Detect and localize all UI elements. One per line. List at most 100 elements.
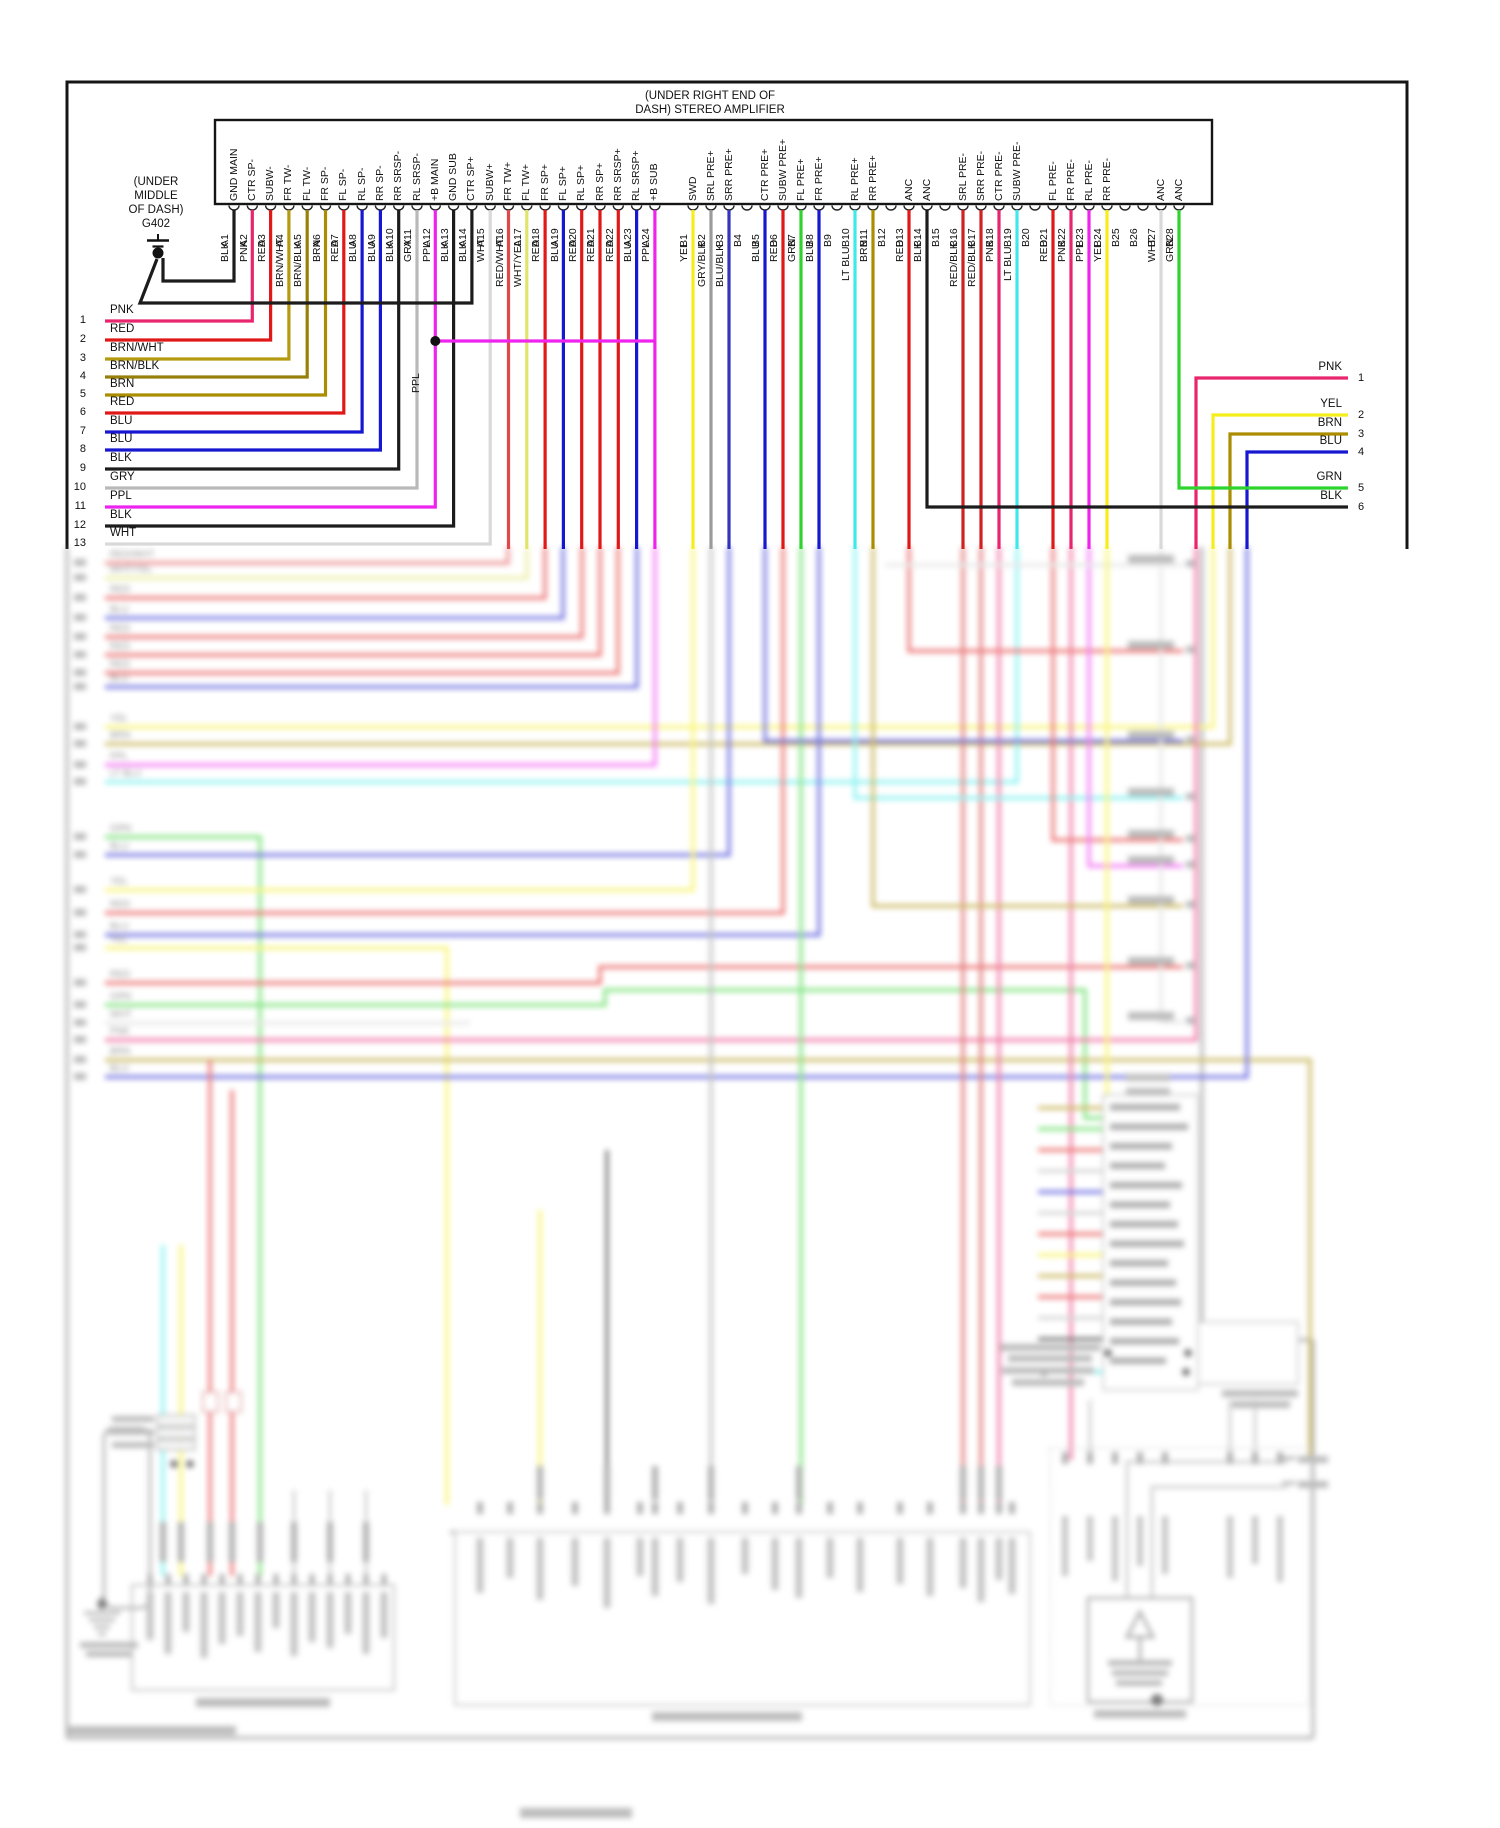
pin-arc [1011, 205, 1023, 211]
left-row-color-label: BLU [110, 433, 133, 445]
blur-wire [1087, 547, 1183, 868]
blur-pin-tick [273, 1574, 279, 1586]
left-row-wire [105, 210, 309, 379]
left-row-number: 11 [74, 500, 86, 512]
pin-arc [741, 205, 753, 211]
blur-pin-tag [1277, 1516, 1283, 1582]
pin-arc [466, 205, 478, 211]
blur-component-box [156, 1414, 196, 1427]
amplifier-title-line2: DASH) STEREO AMPLIFIER [635, 104, 785, 116]
left-row-color-label: PNK [110, 304, 134, 316]
blur-stub-label [1128, 555, 1174, 563]
blur-row-wire [105, 547, 584, 639]
blur-row-number-blob [74, 740, 86, 747]
pin-arc [393, 205, 405, 211]
left-row-color-label: GRY [110, 471, 135, 483]
blur-row-label: BLU [110, 1063, 129, 1074]
g402-wire-a1 [161, 210, 236, 283]
right-row-color-label: BLU [1319, 435, 1342, 447]
blur-row-number-blob [74, 886, 86, 893]
blur-row-wire [105, 965, 1183, 985]
blur-pin-col-label [960, 1466, 966, 1500]
blur-pin-tick [477, 1502, 483, 1514]
blur-stub-label [1128, 856, 1174, 864]
blur-pin-tick [537, 1502, 543, 1514]
left-row-number: 8 [79, 443, 86, 455]
left-row-color-label: RED [110, 323, 135, 335]
blur-row-wire [105, 547, 1249, 1079]
blur-text-blob [80, 1642, 138, 1648]
blur-pin-tag [200, 1592, 208, 1658]
blur-row-wire [105, 547, 1215, 729]
g402-label-line1: (UNDER [133, 176, 179, 188]
pin-arc [264, 205, 277, 211]
blur-pin-tick [165, 1574, 171, 1586]
blur-pin-col-label [363, 1522, 369, 1562]
pin-arc [374, 205, 387, 211]
blur-text-blob [1002, 1367, 1094, 1374]
left-row-wire [105, 210, 346, 415]
blur-pin-col-label [796, 1466, 802, 1500]
pin-arc [813, 205, 825, 211]
blur-row-wire [105, 547, 1232, 746]
left-row-number: 9 [79, 462, 86, 474]
pin-arc [1119, 205, 1131, 211]
blur-row-wire [105, 547, 657, 767]
right-row-number: 4 [1358, 446, 1365, 458]
blur-row-number-blob [74, 1056, 86, 1063]
pin-arc [705, 205, 717, 211]
blur-stub-number [1186, 793, 1195, 800]
blur-row-number-blob [74, 633, 86, 640]
blur-pin-tag [272, 1592, 280, 1628]
blur-pin-tick [978, 1502, 984, 1514]
blur-pin-tag [896, 1538, 904, 1584]
blur-row-label: RED/WHT [110, 549, 155, 560]
blur-row-label: GRN [110, 991, 131, 1002]
right-row-color-label: GRN [1316, 471, 1342, 483]
blur-pin-tag [146, 1592, 154, 1640]
pin-arc [921, 205, 933, 211]
blur-stub-number [1186, 560, 1195, 567]
blur-pin-tick [996, 1502, 1002, 1514]
blur-row-number-blob [74, 979, 86, 986]
blur-text-blob [520, 1808, 632, 1818]
blur-row-wire [105, 547, 510, 565]
blur-row-label: YEL [110, 934, 128, 945]
blur-text-blob [1094, 1710, 1186, 1718]
pin-arc [1047, 205, 1059, 211]
blur-text-blob [1112, 1670, 1168, 1676]
blur-pin-tag [536, 1538, 544, 1600]
right-row-number: 2 [1358, 409, 1365, 421]
blur-pin-tag [362, 1592, 370, 1654]
blur-dot [1151, 1694, 1163, 1706]
blur-stub-number [1186, 901, 1195, 908]
blur-wire [763, 547, 1183, 743]
blur-listbox-row [1110, 1201, 1170, 1208]
left-row-wire [105, 210, 401, 471]
blur-pin-tag [1137, 1516, 1143, 1566]
blur-pin-tick [604, 1502, 610, 1514]
blur-row-number-blob [74, 1001, 86, 1008]
blur-text-blob [108, 1429, 154, 1435]
pin-arc [411, 205, 423, 211]
blur-text-blob [1116, 1680, 1162, 1686]
blur-row-number-blob [74, 944, 86, 951]
pin-arc [539, 205, 551, 211]
blur-pin-tag [856, 1538, 864, 1592]
blur-pin-tick [857, 1502, 863, 1514]
blur-pin-tick [708, 1502, 714, 1514]
blur-pin-tick [1009, 1502, 1015, 1514]
blur-text-blob [86, 1651, 132, 1657]
blur-text-blob [1108, 1660, 1172, 1666]
blur-component-box [102, 1426, 152, 1610]
blur-text-blob [68, 1726, 236, 1735]
blur-pin-tag [182, 1592, 190, 1632]
g402-label-line3: OF DASH) [128, 204, 184, 216]
blur-pin-col-label [652, 1466, 658, 1500]
blur-pin-tick [742, 1502, 748, 1514]
blur-pin-tick [255, 1574, 261, 1586]
blur-listbox-row [1110, 1182, 1182, 1189]
pin-arc [1137, 205, 1149, 211]
blur-listbox-row [1110, 1143, 1172, 1150]
blur-pin-tag [164, 1592, 172, 1654]
